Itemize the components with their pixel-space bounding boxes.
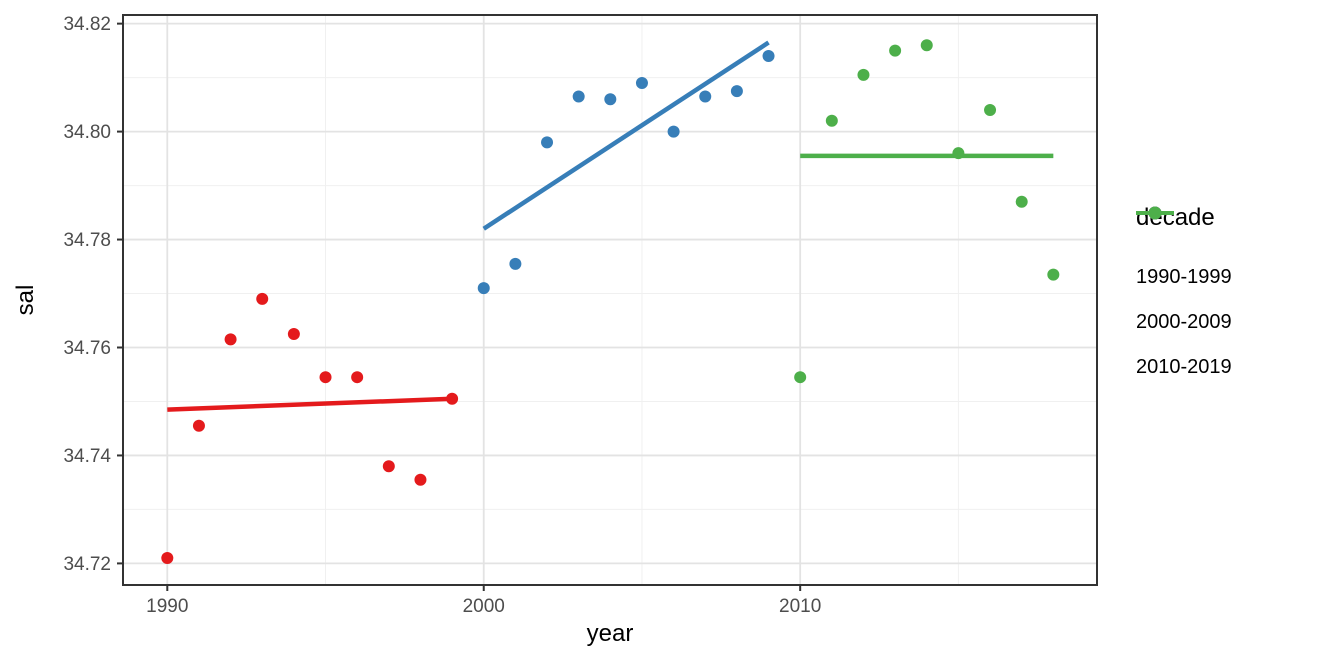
legend-key-icon: [1136, 206, 1174, 220]
data-point-2010-2019: [825, 114, 838, 127]
legend-entry-2010-2019: 2010-2019: [1136, 206, 1341, 382]
data-point-1990-1999: [256, 292, 269, 305]
data-point-1990-1999: [192, 419, 205, 432]
data-point-2000-2009: [699, 90, 712, 103]
legend-entry-2000-2009: 2000-2009: [1136, 206, 1341, 337]
data-point-2000-2009: [604, 93, 617, 106]
y-tick-label: 34.76: [63, 338, 111, 359]
legend: decade 1990-1999 2000-2009 2010-2019: [1136, 203, 1341, 397]
data-point-1990-1999: [224, 333, 237, 346]
data-point-2000-2009: [572, 90, 585, 103]
legend-label: 2000-2009: [1136, 310, 1232, 333]
data-point-1990-1999: [414, 473, 427, 486]
data-point-2000-2009: [635, 77, 648, 90]
data-point-1990-1999: [287, 328, 300, 341]
data-point-2010-2019: [794, 371, 807, 384]
x-axis-title: year: [586, 620, 634, 647]
data-point-2010-2019: [1015, 195, 1028, 208]
data-point-2010-2019: [1047, 268, 1060, 281]
y-tick-label: 34.72: [63, 554, 111, 575]
data-point-2010-2019: [920, 39, 933, 52]
data-point-2010-2019: [984, 104, 997, 116]
y-tick-label: 34.82: [63, 14, 111, 35]
data-point-2000-2009: [762, 50, 775, 63]
data-point-1990-1999: [161, 552, 174, 565]
panel-background: [123, 15, 1097, 585]
data-point-2010-2019: [889, 44, 902, 57]
data-point-2000-2009: [477, 282, 490, 295]
panel-border: [122, 14, 1098, 586]
legend-entry-1990-1999: 1990-1999: [1136, 206, 1341, 292]
y-tick-label: 34.80: [63, 122, 111, 143]
y-axis-title: sal: [12, 284, 39, 316]
x-tick-label: 1990: [146, 596, 188, 617]
data-point-2000-2009: [730, 85, 743, 98]
data-point-1990-1999: [319, 371, 332, 384]
trend-line-1990-1999: [167, 396, 453, 412]
legend-label: 1990-1999: [1136, 265, 1232, 288]
data-point-2000-2009: [667, 125, 680, 138]
data-point-1990-1999: [351, 371, 364, 384]
data-point-1990-1999: [446, 392, 459, 405]
y-tick-label: 34.74: [63, 446, 111, 467]
data-point-2000-2009: [509, 257, 522, 270]
legend-title: decade: [1136, 204, 1215, 231]
data-point-2010-2019: [952, 147, 965, 160]
x-tick-label: 2000: [463, 596, 505, 617]
data-point-2010-2019: [857, 68, 870, 81]
legend-label: 2010-2019: [1136, 355, 1232, 378]
x-tick-label: 2010: [779, 596, 821, 617]
data-point-2000-2009: [541, 136, 554, 149]
data-point-1990-1999: [382, 460, 395, 473]
y-tick-label: 34.78: [63, 230, 111, 251]
trend-line-2000-2009: [482, 40, 770, 231]
